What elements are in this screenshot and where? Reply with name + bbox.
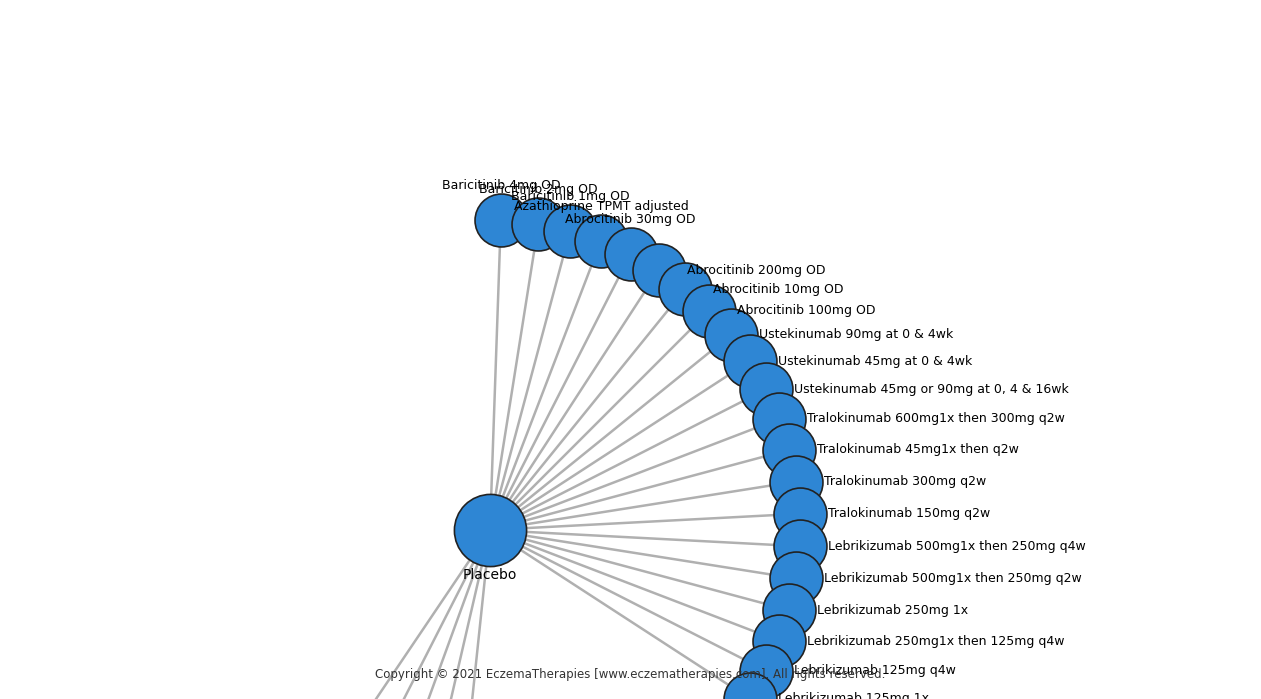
Point — [491, 215, 511, 226]
Point — [648, 264, 668, 275]
Text: Baricitinib 1mg OD: Baricitinib 1mg OD — [511, 189, 629, 203]
Point — [769, 413, 789, 424]
Text: Azathioprine TPMT adjusted: Azathioprine TPMT adjusted — [513, 200, 689, 212]
Text: Tralokinumab 600mg1x then 300mg q2w: Tralokinumab 600mg1x then 300mg q2w — [807, 412, 1066, 426]
Point — [740, 356, 760, 367]
Point — [740, 693, 760, 699]
Point — [789, 540, 810, 552]
Text: Tralokinumab 45mg1x then q2w: Tralokinumab 45mg1x then q2w — [817, 443, 1019, 456]
Point — [591, 235, 612, 246]
Text: Tralokinumab 150mg q2w: Tralokinumab 150mg q2w — [827, 507, 990, 520]
Point — [786, 573, 806, 584]
Point — [757, 384, 777, 395]
Text: Ustekinumab 90mg at 0 & 4wk: Ustekinumab 90mg at 0 & 4wk — [759, 329, 953, 341]
Point — [779, 605, 799, 616]
Text: Lebrikizumab 500mg1x then 250mg q2w: Lebrikizumab 500mg1x then 250mg q2w — [825, 572, 1082, 585]
Text: Lebrikizumab 250mg1x then 125mg q4w: Lebrikizumab 250mg1x then 125mg q4w — [807, 635, 1064, 647]
Point — [721, 329, 741, 340]
Text: Baricitinib 2mg OD: Baricitinib 2mg OD — [479, 183, 598, 196]
Text: Lebrikizumab 125mg q4w: Lebrikizumab 125mg q4w — [794, 664, 956, 677]
Text: Lebrikizumab 125mg 1x: Lebrikizumab 125mg 1x — [778, 692, 929, 699]
Point — [786, 476, 806, 487]
Point — [620, 248, 641, 259]
Point — [528, 218, 549, 229]
Point — [699, 305, 719, 317]
Text: Abrocitinib 10mg OD: Abrocitinib 10mg OD — [712, 282, 844, 296]
Point — [480, 524, 501, 535]
Text: Ustekinumab 45mg or 90mg at 0, 4 & 16wk: Ustekinumab 45mg or 90mg at 0, 4 & 16wk — [794, 383, 1069, 396]
Point — [769, 635, 789, 647]
Text: Ustekinumab 45mg at 0 & 4wk: Ustekinumab 45mg at 0 & 4wk — [778, 354, 972, 368]
Point — [560, 225, 580, 236]
Text: Copyright © 2021 EczemaTherapies [www.eczematherapies.com]. All rights reserved.: Copyright © 2021 EczemaTherapies [www.ec… — [376, 668, 885, 681]
Text: Placebo: Placebo — [463, 568, 517, 582]
Text: Abrocitinib 200mg OD: Abrocitinib 200mg OD — [687, 264, 826, 277]
Point — [789, 508, 810, 519]
Text: Baricitinib 4mg OD: Baricitinib 4mg OD — [441, 179, 560, 192]
Point — [779, 444, 799, 455]
Text: Abrocitinib 100mg OD: Abrocitinib 100mg OD — [738, 304, 875, 317]
Point — [757, 665, 777, 677]
Text: Lebrikizumab 500mg1x then 250mg q4w: Lebrikizumab 500mg1x then 250mg q4w — [827, 540, 1086, 553]
Point — [675, 284, 695, 295]
Text: Tralokinumab 300mg q2w: Tralokinumab 300mg q2w — [825, 475, 986, 488]
Text: Lebrikizumab 250mg 1x: Lebrikizumab 250mg 1x — [817, 604, 968, 617]
Text: Abrocitinib 30mg OD: Abrocitinib 30mg OD — [565, 212, 696, 226]
